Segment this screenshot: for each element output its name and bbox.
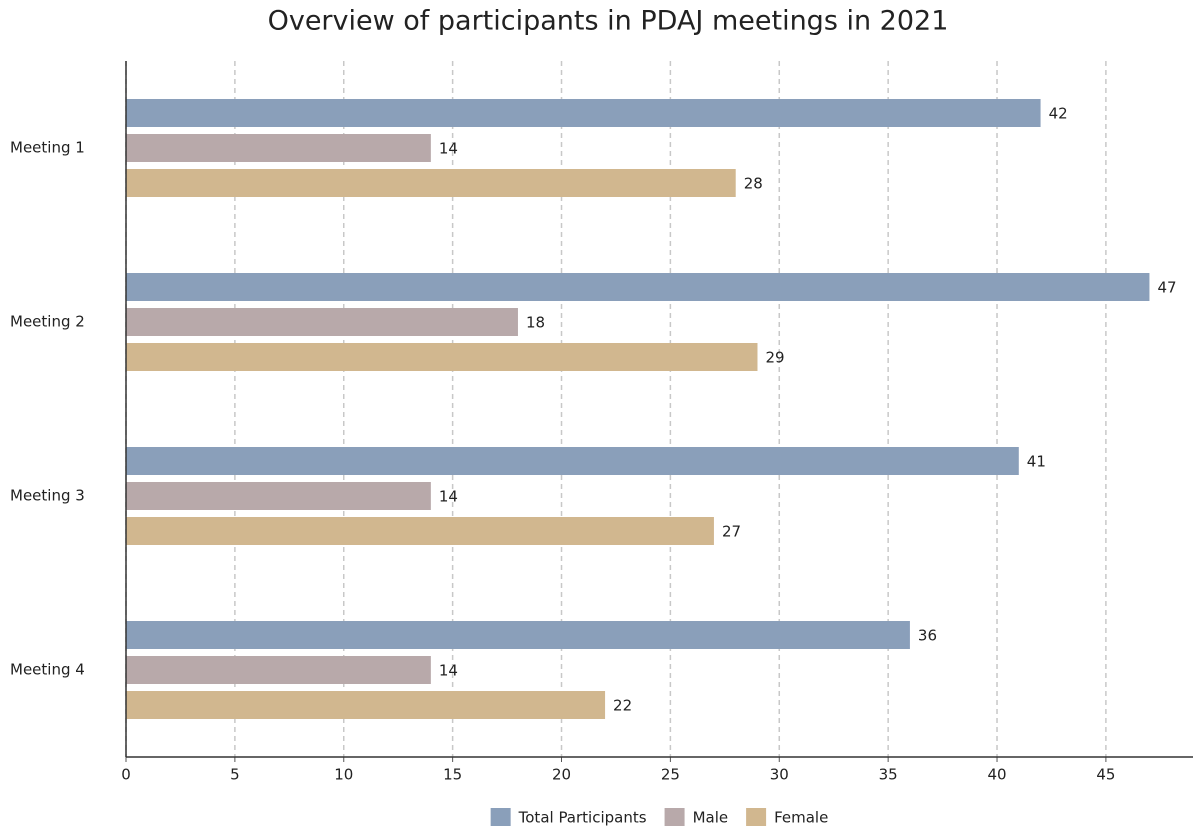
value-label: 28: [744, 175, 763, 193]
bar: [126, 691, 606, 719]
x-tick-label: 35: [879, 766, 898, 784]
y-tick-label: Meeting 2: [10, 313, 85, 331]
x-tick-label: 15: [443, 766, 462, 784]
y-tick-label: Meeting 1: [10, 139, 85, 157]
legend-label: Female: [774, 809, 828, 826]
value-label: 14: [439, 140, 458, 158]
y-tick-label: Meeting 3: [10, 487, 85, 505]
chart-title: Overview of participants in PDAJ meeting…: [268, 6, 949, 37]
bar: [126, 273, 1150, 301]
bar: [126, 517, 714, 545]
x-tick-label: 25: [661, 766, 680, 784]
bar: [126, 99, 1041, 127]
legend-label: Male: [693, 809, 729, 826]
value-label: 22: [613, 697, 632, 715]
x-tick-label: 40: [987, 766, 1006, 784]
value-label: 27: [722, 523, 741, 541]
value-label: 18: [526, 314, 545, 332]
x-tick-label: 30: [770, 766, 789, 784]
value-label: 41: [1027, 453, 1046, 471]
legend-swatch: [490, 808, 511, 826]
bar: [126, 308, 518, 336]
value-label: 47: [1157, 279, 1176, 297]
bar: [126, 343, 758, 371]
bar: [126, 447, 1019, 475]
x-tick-label: 5: [230, 766, 240, 784]
legend-label: Total Participants: [518, 809, 647, 826]
value-label: 36: [918, 627, 937, 645]
x-tick-label: 20: [552, 766, 571, 784]
legend-swatch: [746, 808, 767, 826]
y-tick-label: Meeting 4: [10, 661, 85, 679]
bar: [126, 134, 431, 162]
x-tick-label: 10: [334, 766, 353, 784]
bar: [126, 656, 431, 684]
value-label: 29: [765, 349, 784, 367]
bar: [126, 482, 431, 510]
value-label: 14: [439, 662, 458, 680]
bar: [126, 169, 736, 197]
x-tick-label: 0: [121, 766, 131, 784]
value-label: 42: [1049, 105, 1068, 123]
bar: [126, 621, 910, 649]
legend-swatch: [664, 808, 685, 826]
x-tick-label: 45: [1096, 766, 1115, 784]
value-label: 14: [439, 488, 458, 506]
